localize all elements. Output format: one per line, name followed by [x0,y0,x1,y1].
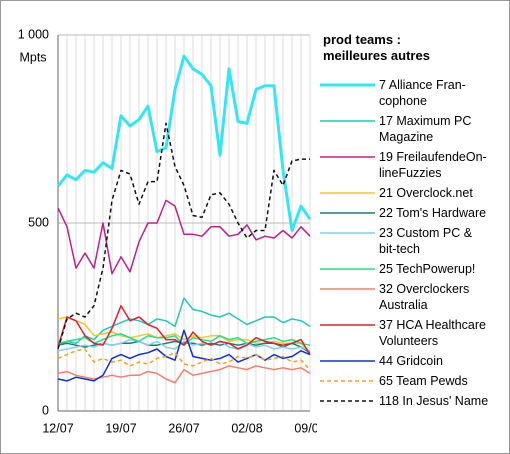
series-line [57,329,311,382]
y-tick-label: 0 [42,403,49,417]
y-tick-label: 1 000 [18,27,49,41]
legend-entry: 21 Overclock.net [319,185,507,201]
legend-swatch [320,380,375,382]
legend-entry: 7 Alliance Fran- cophone [319,77,507,109]
legend-label: 22 Tom's Hardware [379,206,487,220]
legend-swatch [320,156,375,158]
legend-entry: 19 FreilaufendeOn- lineFuzzies [319,149,507,181]
legend-swatch [320,120,375,122]
legend-label: 19 FreilaufendeOn- lineFuzzies [379,150,487,180]
legend-entry: 44 Gridcoin [319,353,507,369]
series-line [57,297,311,346]
legend-entry: 118 In Jesus' Name [319,393,507,409]
legend-entry: 65 Team Pewds [319,373,507,389]
legend-swatch [320,400,375,402]
legend-label: 25 TechPowerup! [379,262,476,276]
plot: Mpts 0 500 1 000 12/07 19/07 26/07 02/08 09/08 [18,27,326,435]
legend-entry: 22 Tom's Hardware [319,205,507,221]
y-unit: Mpts [19,50,46,64]
legend-label: 32 Overclockers Australia [379,282,470,312]
legend: 7 Alliance Fran- cophone 17 Maximum PC Ma… [319,77,507,413]
x-tick-label: 26/07 [168,421,199,435]
legend-label: 118 In Jesus' Name [379,394,489,408]
legend-swatch [320,212,375,214]
legend-entry: 32 Overclockers Australia [319,281,507,313]
series-line [57,122,310,350]
legend-swatch [320,83,375,87]
legend-entry: 17 Maximum PC Magazine [319,113,507,145]
series-line [57,348,311,371]
legend-label: 65 Team Pewds [379,374,468,388]
legend-label: 44 Gridcoin [379,354,443,368]
legend-label: 23 Custom PC & bit-tech [379,226,473,256]
series-line [56,54,312,232]
x-tick-label: 09/08 [294,421,317,435]
legend-label: 21 Overclock.net [379,186,473,200]
x-tick-label: 02/08 [231,421,262,435]
legend-entry: 25 TechPowerup! [319,261,507,277]
y-tick-label: 500 [28,215,49,229]
legend-swatch [320,268,375,270]
legend-swatch [320,192,375,194]
legend-entry: 37 HCA Healthcare Volunteers [319,317,507,349]
legend-swatch [320,232,375,234]
legend-swatch [320,360,375,362]
series-line [57,199,311,275]
legend-entry: 23 Custom PC & bit-tech [319,225,507,257]
x-tick-label: 12/07 [42,421,73,435]
legend-title: prod teams : meilleures autres [323,32,430,63]
legend-label: 37 HCA Healthcare Volunteers [379,318,487,348]
series-line [57,304,311,355]
legend-swatch [320,324,375,326]
legend-label: 7 Alliance Fran- cophone [379,78,466,108]
x-tick-label: 19/07 [105,421,136,435]
legend-swatch [320,288,375,290]
legend-label: 17 Maximum PC Magazine [379,114,472,144]
